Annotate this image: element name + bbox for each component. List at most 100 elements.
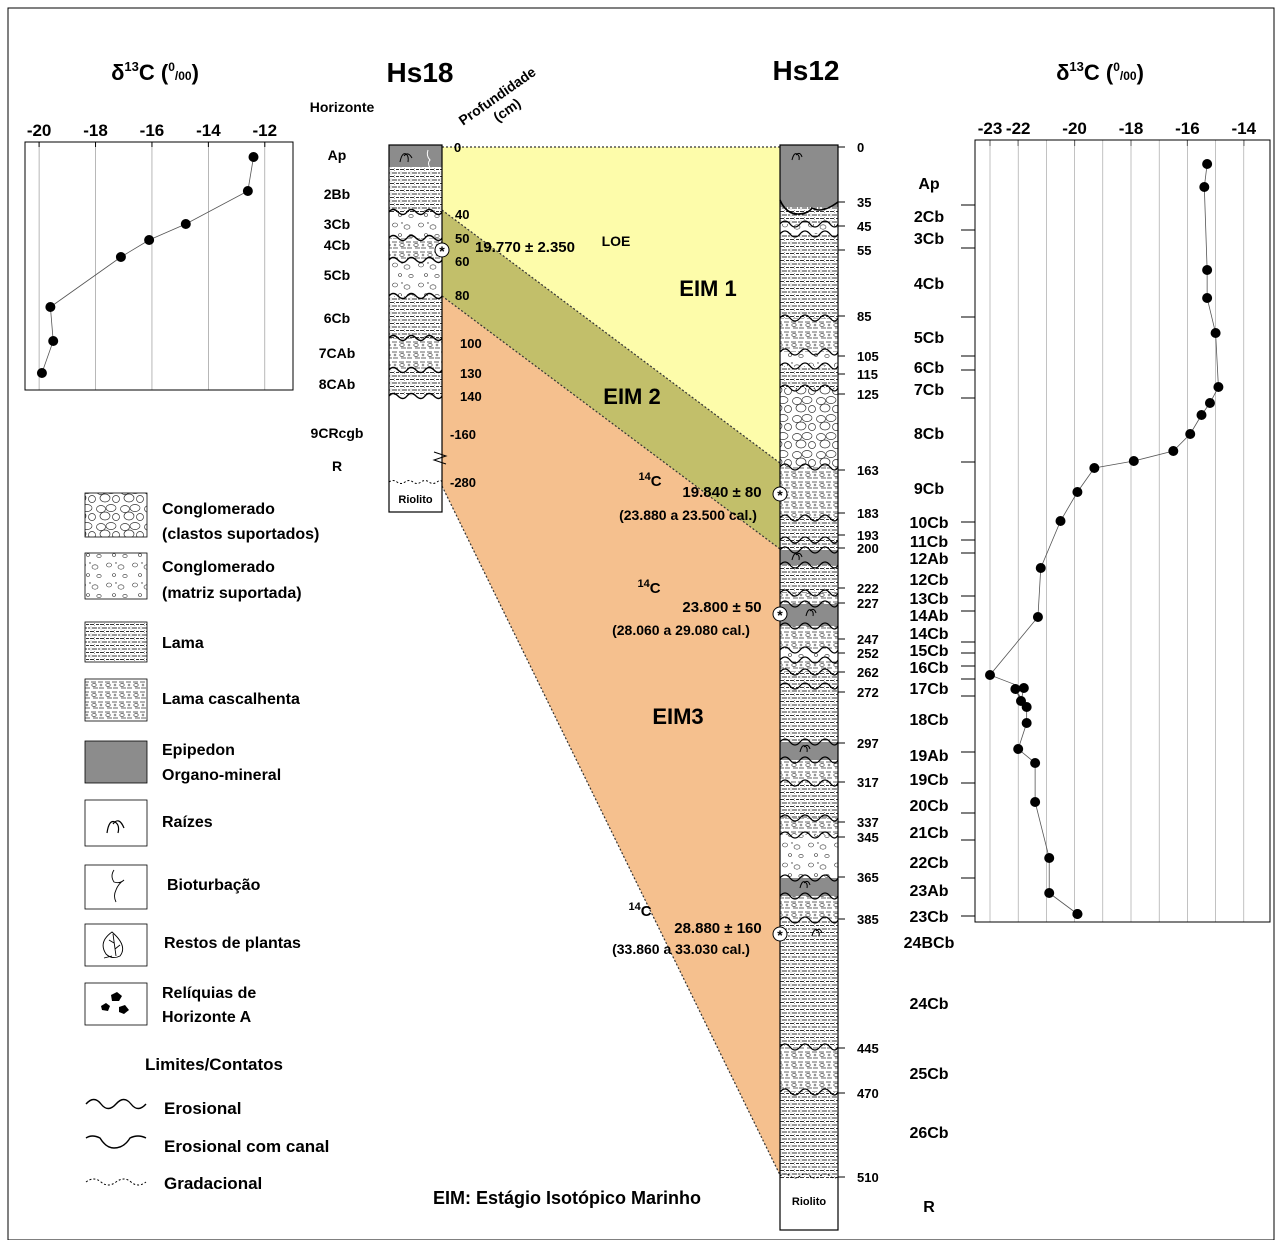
- eim-caption: EIM: Estágio Isotópico Marinho: [433, 1188, 701, 1208]
- hs12-layer: [780, 920, 838, 1047]
- hs12-depth-label: 365: [857, 870, 879, 885]
- right-data-point: [1089, 463, 1100, 473]
- hs18-horizon-label: 2Bb: [324, 186, 350, 202]
- hs12-layer: [780, 550, 838, 565]
- hs12-horizon-label: 7Cb: [914, 382, 944, 399]
- outer-frame: [7, 7, 1275, 1240]
- radiocarbon-date-3: 14C 28.880 ± 160 (33.860 a 33.030 cal.): [612, 901, 762, 957]
- legend-item-epipedon: Epipedon Organo-mineral: [84, 740, 281, 784]
- hs12-layer: [780, 650, 838, 660]
- hs12-horizon-label: 13Cb: [909, 591, 948, 608]
- hs12-horizon-label: 14Cb: [909, 626, 948, 643]
- radiocarbon-date-2-value: 23.800 ± 50: [682, 599, 761, 616]
- legend-item-bioturbation: Bioturbação: [84, 864, 261, 910]
- left-data-point: [115, 252, 126, 262]
- hs12-roots-symbol: [791, 152, 803, 161]
- right-data-point: [1168, 446, 1179, 456]
- hs12-erosional-contact: [779, 831, 839, 839]
- hs12-erosional-contact: [779, 536, 839, 544]
- hs12-depth-label: 45: [857, 219, 871, 234]
- hs12-layer: [780, 388, 838, 467]
- legend-item-plant-remains: Restos de plantas: [84, 923, 301, 967]
- svg-text:Conglomerado: Conglomerado: [162, 501, 275, 518]
- legend-item-gradational: Gradacional: [85, 1174, 262, 1193]
- hs18-4cb-layer: [389, 238, 442, 260]
- eim1-polygon: [442, 147, 780, 463]
- right-data-point: [1013, 744, 1024, 754]
- profundidade-label: Profundidade(cm): [456, 63, 549, 142]
- hs18-depth-label: 60: [455, 254, 469, 269]
- hs12-depth-label: 510: [857, 1170, 879, 1185]
- radiocarbon-date-2: 14C 23.800 ± 50 (28.060 a 29.080 cal.): [612, 578, 761, 638]
- hs12-erosional-contact: [779, 779, 839, 787]
- hs18-depth-label: 140: [460, 389, 482, 404]
- right-data-point: [1030, 758, 1041, 768]
- roots-icon: [106, 820, 125, 834]
- hs12-layer: [780, 224, 838, 234]
- hs12-horizon-label: 23Ab: [909, 883, 948, 900]
- svg-text:Organo-mineral: Organo-mineral: [162, 767, 281, 784]
- hs18-erosional-contact-6: [388, 366, 443, 374]
- hs18-6cb-layer: [389, 296, 442, 338]
- hs12-erosional-contact: [779, 362, 839, 370]
- hs18-horizon-label: R: [332, 458, 342, 474]
- hs12-horizon-label: Ap: [918, 176, 940, 193]
- hs18-erosional-contact-1: [388, 208, 443, 216]
- hs18-horizon-label: Ap: [328, 147, 347, 163]
- plant-remains-icon: [102, 931, 124, 959]
- hs12-roots-symbol: [799, 880, 811, 889]
- hs12-horizon-label: 16Cb: [909, 660, 948, 677]
- hs12-horizon-label: 11Cb: [910, 534, 948, 551]
- hs12-sample-marker-2: *: [772, 606, 788, 623]
- right-data-point: [1072, 487, 1083, 497]
- left-data-point: [248, 152, 259, 162]
- gradational-contact-icon: [85, 1178, 147, 1186]
- right-plot-title: δ13C (0/00): [1056, 59, 1144, 85]
- hs18-title: Hs18: [387, 57, 454, 88]
- right-data-point: [1032, 612, 1043, 622]
- svg-text:*: *: [777, 607, 783, 623]
- hs12-erosional-contact: [779, 561, 839, 569]
- hs12-horizon-label: 12Cb: [909, 572, 948, 589]
- hs18-break-symbol: [432, 451, 448, 465]
- hs12-horizon-label: 15Cb: [909, 643, 948, 660]
- right-plot-grid: [989, 140, 1245, 922]
- hs12-layer: [780, 207, 838, 224]
- hs12-depth-label: 227: [857, 596, 879, 611]
- mud-icon: [84, 621, 148, 663]
- svg-text:(clastos suportados): (clastos suportados): [162, 526, 319, 543]
- hs12-horizon-label: 12Ab: [909, 551, 948, 568]
- svg-text:*: *: [777, 487, 783, 503]
- right-data-point: [1018, 683, 1029, 693]
- hs12-erosional-contact: [779, 463, 839, 471]
- right-tick-label: -23: [978, 119, 1003, 138]
- left-tick-label: -12: [253, 121, 278, 140]
- right-series-line: [989, 163, 1219, 915]
- hs18-depth-label: 40: [455, 207, 469, 222]
- right-data-point: [1210, 328, 1221, 338]
- hs18-horizon-label: 5Cb: [324, 267, 350, 283]
- erosional-contact-icon: [85, 1098, 147, 1110]
- right-data-point: [1213, 382, 1224, 392]
- hs18-horizon-label: 6Cb: [324, 310, 350, 326]
- right-data-point: [985, 670, 995, 680]
- legend-item-erosional: Erosional: [85, 1098, 241, 1118]
- right-data-point: [1044, 853, 1055, 863]
- hs12-horizon-label: 19Ab: [909, 748, 948, 765]
- radiocarbon-date-1-cal: (23.880 a 23.500 cal.): [619, 507, 757, 523]
- hs18-ap-layer: [389, 145, 442, 167]
- hs12-layer: [780, 626, 838, 650]
- right-data-point: [1202, 293, 1213, 303]
- hs12-layer: [780, 783, 838, 818]
- loe-date-label: LOE: [602, 233, 631, 249]
- hs12-layer: [780, 686, 838, 742]
- hs12-erosional-contact: [779, 738, 839, 746]
- legend-item-gravelly-mud: Lama cascalhenta: [84, 678, 300, 722]
- right-data-point: [1128, 456, 1139, 466]
- hs12-depth-label: 222: [857, 581, 879, 596]
- hs18-depth-label: -280: [450, 475, 476, 490]
- svg-text:14C: 14C: [637, 578, 660, 597]
- hs12-roots-symbol: [791, 552, 803, 561]
- hs12-erosional-contact: [779, 622, 839, 630]
